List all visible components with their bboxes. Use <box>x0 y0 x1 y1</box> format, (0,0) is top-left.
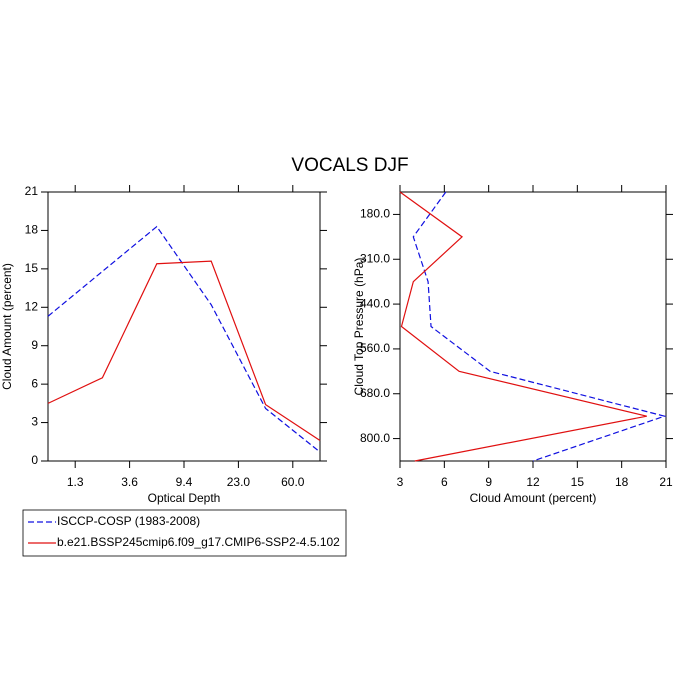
x-tick-label: 6 <box>441 475 448 489</box>
x-tick-label: 9 <box>485 475 492 489</box>
series-line <box>47 260 321 442</box>
x-axis-label: Cloud Amount (percent) <box>470 491 597 505</box>
y-axis-label: Cloud Top Pressure (hPa) <box>352 258 366 396</box>
x-tick-label: 21 <box>659 475 673 489</box>
x-tick-label: 18 <box>615 475 629 489</box>
x-tick-label: 12 <box>526 475 540 489</box>
chart-title: VOCALS DJF <box>291 155 408 176</box>
y-tick-label: 9 <box>31 338 38 352</box>
legend-label: ISCCP-COSP (1983-2008) <box>57 514 200 528</box>
x-tick-label: 3 <box>397 475 404 489</box>
y-tick-label: 680.0 <box>360 386 390 400</box>
y-tick-label: 800.0 <box>360 431 390 445</box>
y-axis-label: Cloud Amount (percent) <box>0 263 14 390</box>
y-tick-label: 180.0 <box>360 207 390 221</box>
y-tick-label: 12 <box>25 299 39 313</box>
y-tick-label: 560.0 <box>360 341 390 355</box>
y-tick-label: 15 <box>25 261 39 275</box>
y-tick-label: 0 <box>31 453 38 467</box>
y-tick-label: 440.0 <box>360 296 390 310</box>
series-line <box>399 191 647 462</box>
y-tick-label: 21 <box>25 184 39 198</box>
y-tick-label: 18 <box>25 223 39 237</box>
y-tick-label: 310.0 <box>360 251 390 265</box>
legend-label: b.e21.BSSP245cmip6.f09_g17.CMIP6-SSP2-4.… <box>57 535 340 549</box>
plot-frame <box>47 191 321 462</box>
x-tick-label: 3.6 <box>121 475 138 489</box>
x-tick-label: 23.0 <box>227 475 251 489</box>
series-line <box>47 225 321 453</box>
x-tick-label: 1.3 <box>67 475 84 489</box>
x-axis-label: Optical Depth <box>148 491 221 505</box>
x-tick-label: 9.4 <box>176 475 193 489</box>
series-line <box>412 191 667 462</box>
legend-box <box>22 509 347 557</box>
x-tick-label: 15 <box>571 475 585 489</box>
y-tick-label: 3 <box>31 415 38 429</box>
y-tick-label: 6 <box>31 376 38 390</box>
x-tick-label: 60.0 <box>281 475 305 489</box>
